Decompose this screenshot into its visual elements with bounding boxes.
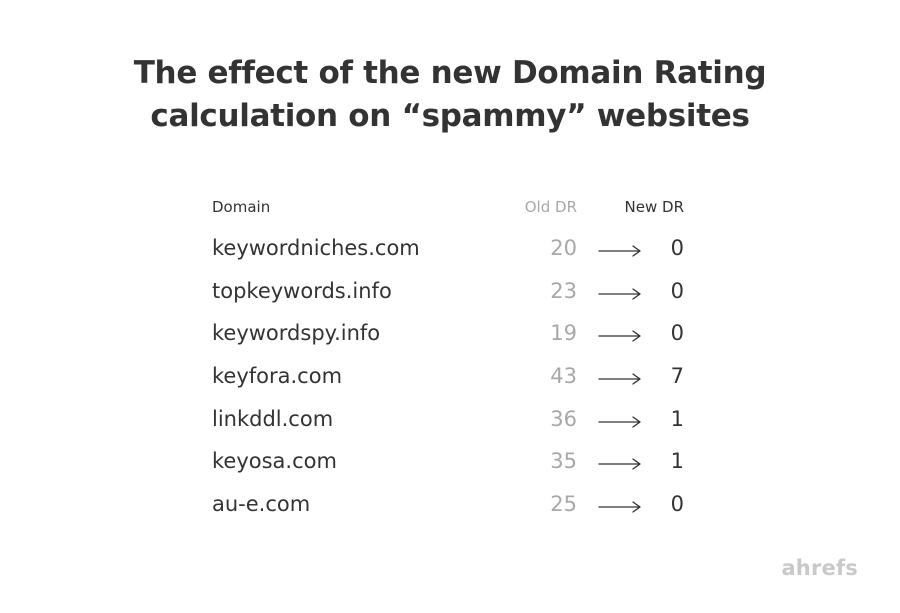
domain-cell: linkddl.com <box>212 406 334 431</box>
table-row: keyfora.com 43 7 <box>212 356 692 399</box>
chart-title-line-2: calculation on “spammy” websites <box>150 98 750 134</box>
right-arrow-icon <box>598 416 641 428</box>
domain-cell: au-e.com <box>212 492 311 517</box>
old-dr-cell: 25 <box>550 492 577 517</box>
right-arrow-icon <box>598 373 641 385</box>
table-header: Domain Old DR New DR <box>212 196 692 220</box>
domain-cell: keyfora.com <box>212 364 343 389</box>
domain-cell: keywordniches.com <box>212 236 420 260</box>
header-new-dr: New DR <box>624 198 684 216</box>
chart-title: The effect of the new Domain Rating calc… <box>0 52 900 138</box>
dr-table: Domain Old DR New DR keywordniches.com 20… <box>212 196 692 527</box>
new-dr-cell: 0 <box>670 321 684 346</box>
right-arrow-icon <box>598 458 641 471</box>
table-row: au-e.com 25 0 <box>212 484 692 527</box>
table-row: keywordspy.info 19 0 <box>212 313 692 356</box>
table-body: keywordniches.com 20 0 topkeywords.info 23 0 k… <box>212 228 692 527</box>
old-dr-cell: 43 <box>550 364 577 389</box>
table-row: topkeywords.info 23 0 <box>212 271 692 314</box>
new-dr-cell: 1 <box>670 449 684 474</box>
old-dr-cell: 23 <box>550 278 577 303</box>
table-row: keyosa.com 35 1 <box>212 441 692 484</box>
table-row: keywordniches.com 20 0 <box>212 228 692 271</box>
header-old-dr: Old DR <box>524 198 577 216</box>
chart-title-line-1: The effect of the new Domain Rating <box>133 55 767 91</box>
right-arrow-icon <box>598 330 641 343</box>
right-arrow-icon <box>598 501 641 513</box>
new-dr-cell: 0 <box>670 278 684 303</box>
ahrefs-logo: ahrefs <box>781 556 858 580</box>
old-dr-cell: 20 <box>550 236 577 260</box>
new-dr-cell: 1 <box>670 406 684 431</box>
new-dr-cell: 0 <box>670 236 684 260</box>
domain-cell: topkeywords.info <box>212 278 392 303</box>
new-dr-cell: 7 <box>670 364 684 389</box>
old-dr-cell: 36 <box>550 406 577 431</box>
old-dr-cell: 19 <box>550 321 577 346</box>
right-arrow-icon <box>598 245 641 257</box>
header-domain: Domain <box>212 198 271 216</box>
right-arrow-icon <box>598 288 641 300</box>
table-row: linkddl.com 36 1 <box>212 399 692 442</box>
old-dr-cell: 35 <box>550 449 577 474</box>
domain-cell: keyosa.com <box>212 449 337 474</box>
domain-cell: keywordspy.info <box>212 321 381 346</box>
new-dr-cell: 0 <box>670 492 684 517</box>
